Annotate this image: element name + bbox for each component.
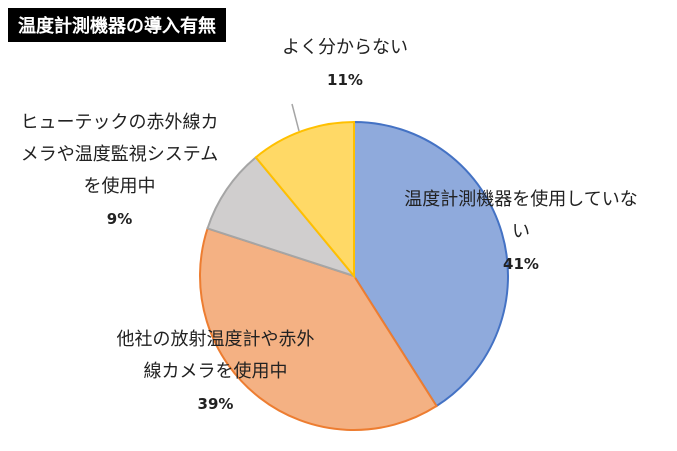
leader-line [291, 103, 300, 132]
pie-slice [199, 227, 438, 431]
value-label: 41% [503, 255, 539, 273]
category-label: 他社の放射温度計や赤外線カメラを使用中 [116, 329, 315, 382]
chart-title: 温度計測機器の導入有無 [8, 8, 226, 42]
value-label: 11% [327, 71, 363, 89]
slice-label: よく分からない 11% [240, 32, 450, 96]
category-label: ヒューテックの赤外線カメラや温度監視システムを使用中 [20, 112, 219, 197]
category-label: よく分からない [282, 37, 408, 58]
slice-label: 温度計測機器を使用していない 41% [404, 184, 638, 280]
category-label: 温度計測機器を使用していない [404, 189, 638, 242]
slice-label: ヒューテックの赤外線カメラや温度監視システムを使用中 9% [12, 107, 227, 235]
value-label: 39% [197, 395, 234, 413]
pie-slice [206, 155, 357, 279]
slice-label: 他社の放射温度計や赤外線カメラを使用中 39% [108, 324, 323, 420]
pie-slice [254, 120, 355, 279]
value-label: 9% [106, 210, 133, 228]
